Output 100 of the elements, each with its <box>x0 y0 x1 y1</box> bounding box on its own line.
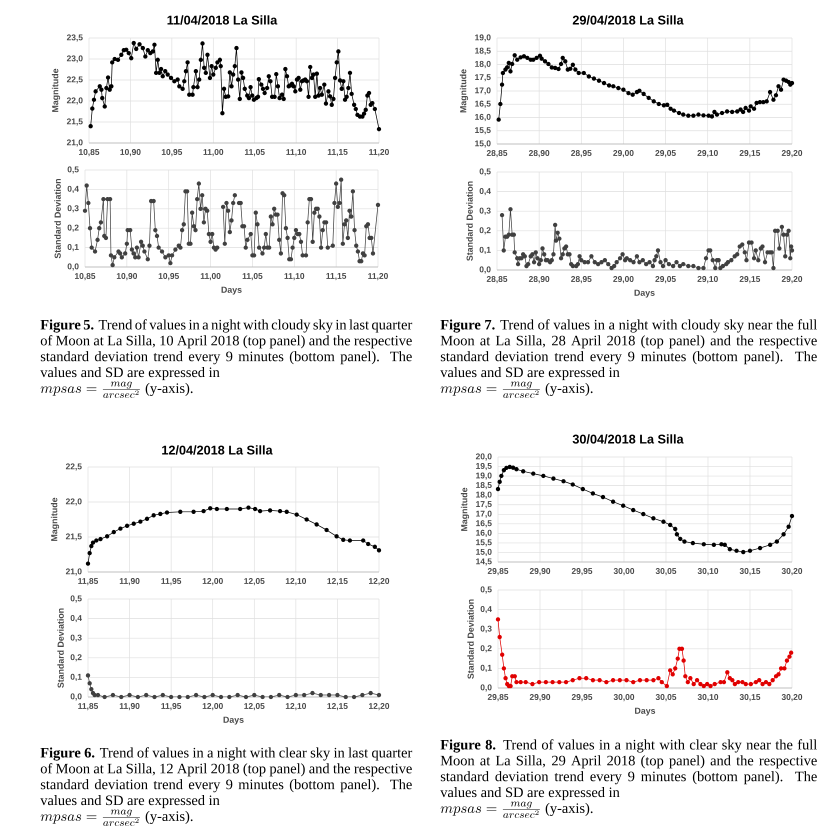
y-tick-label: 0,5 <box>480 586 492 594</box>
text: (y-axis). <box>546 382 593 396</box>
point <box>87 550 92 556</box>
y-tick-label: 0,0 <box>480 684 492 692</box>
y-tick-label: 19,5 <box>476 462 492 470</box>
point <box>366 542 370 546</box>
chart-title: 12/04/2018 La Silla <box>162 445 273 455</box>
x-tick-label: 30,05 <box>656 568 676 576</box>
point <box>260 694 265 700</box>
x-tick-label: 29,90 <box>530 694 550 702</box>
point <box>158 512 163 516</box>
y-tick-label: 22,0 <box>66 498 82 506</box>
y-tick-label: 0,0 <box>68 263 79 271</box>
point <box>368 690 373 696</box>
point <box>191 510 196 514</box>
y-tick-label: 18,0 <box>476 492 492 499</box>
text: $mpsas = \frac{mag}{arcsec^2}$ <box>40 382 140 398</box>
y-tick-label: 0,3 <box>480 208 491 215</box>
x-tick-label: 28,85 <box>486 150 508 158</box>
point <box>98 536 103 542</box>
point <box>499 474 504 478</box>
point <box>590 491 596 496</box>
point <box>224 506 230 512</box>
y-tick-label: 0,2 <box>68 224 79 232</box>
x-tick-label: 11,95 <box>161 578 182 586</box>
x-tick-label: 29,95 <box>572 694 592 702</box>
point <box>641 512 646 516</box>
point <box>310 690 315 696</box>
point <box>678 536 682 542</box>
x-tick-label: 28,95 <box>571 150 592 158</box>
point <box>551 476 556 481</box>
point <box>294 692 298 698</box>
point <box>152 694 157 700</box>
point <box>514 467 519 472</box>
y-tick-label: 18,0 <box>475 60 491 68</box>
text: Figure 5. Trend of values in a night with cloudy sky in last quarter of Moon at La Silla, 10 April 2018 (top panel) and the respective standard deviation trend every 9 minutes (bottom panel). The values and SD are expressed in <box>40 319 412 380</box>
y-axis-title: Standard Deviation <box>57 608 64 688</box>
point <box>651 516 656 520</box>
x-tick-label: 12,20 <box>369 578 390 586</box>
x-tick-label: 29,15 <box>740 276 760 284</box>
y-tick-label: 16,0 <box>475 114 491 122</box>
x-tick-label: 11,10 <box>286 149 306 156</box>
y-axis-title: Standard Deviation <box>467 599 474 679</box>
y-tick-label: 0,5 <box>480 168 491 176</box>
y-tick-label: 23,0 <box>66 55 83 63</box>
text: $mpsas = \frac{mag}{arcsec^2}$ <box>440 382 540 398</box>
x-tick-label: 28,95 <box>571 276 592 284</box>
point <box>324 528 329 532</box>
point <box>208 506 212 510</box>
point <box>600 494 606 500</box>
y-tick-label: 19,0 <box>475 34 491 42</box>
point <box>361 538 366 543</box>
point <box>352 694 356 700</box>
point <box>741 550 746 554</box>
x-tick-label: 30,15 <box>740 568 760 576</box>
x-tick-label: 11,05 <box>242 273 262 280</box>
point <box>508 464 512 470</box>
point <box>376 548 382 552</box>
x-tick-label: 29,00 <box>613 276 634 284</box>
point <box>127 692 132 698</box>
point <box>284 510 289 514</box>
point <box>348 538 352 543</box>
y-tick-label: 0,3 <box>68 205 79 212</box>
point <box>227 694 232 700</box>
point <box>202 694 207 700</box>
point <box>360 692 365 698</box>
x-axis-title: Days <box>222 286 242 295</box>
y-tick-label: 20,0 <box>476 453 492 461</box>
point <box>781 532 786 536</box>
x-tick-label: 29,15 <box>740 150 760 158</box>
point <box>252 692 256 698</box>
point <box>620 504 626 508</box>
point <box>580 486 586 492</box>
x-tick-label: 12,05 <box>244 578 265 586</box>
x-tick-label: 12,20 <box>369 703 390 710</box>
y-tick-label: 17,0 <box>476 510 492 518</box>
y-tick-label: 0,1 <box>70 674 82 681</box>
point <box>201 508 206 514</box>
point <box>521 469 526 474</box>
point <box>372 544 378 549</box>
point <box>722 542 727 547</box>
point <box>278 508 282 514</box>
y-tick-label: 17,0 <box>475 87 491 95</box>
x-tick-label: 29,85 <box>488 694 508 702</box>
point <box>531 471 536 476</box>
y-axis-title: Magnitude <box>460 488 470 531</box>
y-tick-label: 18,5 <box>476 482 492 490</box>
point <box>94 538 98 543</box>
point <box>294 512 299 517</box>
y-axis-title: Standard Deviation <box>54 178 61 258</box>
x-tick-label: 30,00 <box>614 694 634 702</box>
y-tick-label: 21,0 <box>66 139 83 147</box>
point <box>318 692 323 698</box>
point <box>673 526 678 532</box>
point <box>510 466 516 470</box>
y-tick-label: 23,5 <box>66 34 83 42</box>
point <box>326 692 332 698</box>
x-tick-label: 30,10 <box>698 568 718 576</box>
point <box>118 526 123 531</box>
point <box>235 692 240 698</box>
